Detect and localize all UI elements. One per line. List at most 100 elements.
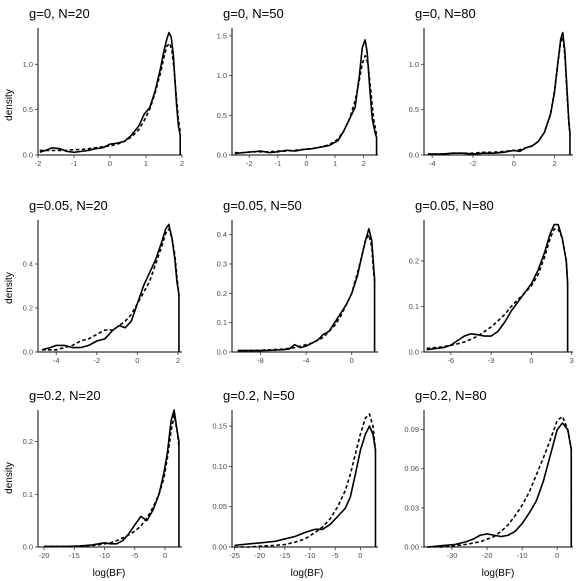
density-panel-4: g=0.05, N=20 0.0 0.2 0.4 -4 -2 0 2 bbox=[23, 198, 182, 365]
x-tick-label: 3 bbox=[570, 356, 574, 365]
panel-title: g=0.2, N=20 bbox=[29, 388, 101, 403]
x-tick-label: -1 bbox=[71, 159, 78, 168]
x-tick-label: 2 bbox=[180, 159, 184, 168]
panel-title: g=0, N=80 bbox=[415, 6, 476, 21]
solid-density-curve bbox=[39, 31, 181, 155]
y-tick-label: 0.05 bbox=[212, 502, 227, 511]
density-panel-6: g=0.05, N=80 0.0 0.1 0.2 -6 -3 0 3 bbox=[409, 198, 574, 365]
dashed-density-curve bbox=[42, 228, 180, 351]
x-tick-label: 0 bbox=[555, 551, 559, 560]
solid-density-curve bbox=[41, 223, 180, 352]
x-tick-label: 2 bbox=[362, 159, 366, 168]
x-tick-label: -10 bbox=[517, 551, 528, 560]
x-tick-label: -15 bbox=[69, 551, 80, 560]
y-tick-label: 0.3 bbox=[217, 260, 227, 269]
dashed-density-curve bbox=[234, 54, 378, 154]
density-panel-1: g=0, N=20 0.0 0.5 1.0 -2 -1 0 1 2 bbox=[23, 6, 185, 168]
y-tick-label: 0.0 bbox=[217, 151, 227, 160]
y-axis-label-row-2: density bbox=[4, 272, 15, 304]
x-tick-label: -1 bbox=[274, 159, 281, 168]
y-tick-label: 0.10 bbox=[212, 462, 227, 471]
x-tick-label: -4 bbox=[303, 356, 310, 365]
solid-density-curve bbox=[428, 31, 571, 155]
x-tick-label: 0 bbox=[529, 356, 533, 365]
density-panel-9: g=0.2, N=80 0.00 0.03 0.06 0.09 -30 -20 -10 0 bbox=[404, 388, 573, 560]
y-tick-label: 0.09 bbox=[404, 425, 419, 434]
y-tick-label: 0.1 bbox=[217, 318, 227, 327]
x-tick-label: -4 bbox=[53, 356, 60, 365]
y-tick-label: 1.0 bbox=[409, 60, 419, 69]
y-tick-label: 0.1 bbox=[409, 302, 419, 311]
x-tick-label: -6 bbox=[448, 356, 455, 365]
x-axis-label-col-3: log(BF) bbox=[482, 568, 515, 579]
x-tick-label: 0 bbox=[135, 356, 139, 365]
x-tick-label: -2 bbox=[246, 159, 253, 168]
x-tick-label: -20 bbox=[482, 551, 493, 560]
x-tick-label: 0 bbox=[108, 159, 112, 168]
y-axis-label-row-1: density bbox=[4, 89, 15, 121]
y-tick-label: 0.0 bbox=[217, 348, 227, 357]
x-tick-label: 0 bbox=[358, 551, 362, 560]
x-tick-label: 0 bbox=[350, 356, 354, 365]
y-tick-label: 0.2 bbox=[23, 304, 33, 313]
x-tick-label: -20 bbox=[39, 551, 50, 560]
solid-density-curve bbox=[426, 223, 569, 352]
x-tick-label: -10 bbox=[99, 551, 110, 560]
y-tick-label: 0.1 bbox=[23, 490, 33, 499]
dashed-density-curve bbox=[427, 415, 573, 548]
y-tick-label: 0.5 bbox=[217, 111, 227, 120]
density-panel-7: g=0.2, N=20 0.0 0.1 0.2 -20 -15 -10 -5 0 bbox=[23, 388, 182, 560]
x-tick-label: -30 bbox=[447, 551, 458, 560]
x-tick-label: -2 bbox=[93, 356, 100, 365]
y-tick-label: 0.4 bbox=[23, 260, 33, 269]
dashed-density-curve bbox=[428, 36, 571, 155]
density-panel-5: g=0.05, N=50 0.0 0.1 0.2 0.3 0.4 -8 -4 0 bbox=[217, 198, 378, 365]
x-tick-label: -4 bbox=[429, 159, 436, 168]
x-tick-label: 2 bbox=[176, 356, 180, 365]
panel-title: g=0.2, N=80 bbox=[415, 388, 487, 403]
y-tick-label: 1.5 bbox=[217, 31, 227, 40]
y-tick-label: 0.06 bbox=[404, 464, 419, 473]
x-tick-label: -2 bbox=[35, 159, 42, 168]
y-tick-label: 0.0 bbox=[409, 151, 419, 160]
solid-density-curve bbox=[44, 409, 180, 548]
y-tick-label: 0.4 bbox=[217, 230, 227, 239]
density-panel-2: g=0, N=50 0.0 0.5 1.0 1.5 -2 -1 0 1 2 bbox=[217, 6, 378, 168]
solid-density-curve bbox=[237, 228, 376, 352]
y-tick-label: 0.0 bbox=[23, 151, 33, 160]
dashed-density-curve bbox=[44, 414, 180, 548]
y-tick-label: 0.0 bbox=[23, 348, 33, 357]
panel-title: g=0, N=50 bbox=[223, 6, 284, 21]
y-tick-label: 0.5 bbox=[23, 105, 33, 114]
y-tick-label: 0.2 bbox=[217, 289, 227, 298]
dashed-density-curve bbox=[234, 413, 377, 548]
dashed-density-curve bbox=[39, 42, 181, 152]
x-tick-label: -8 bbox=[257, 356, 264, 365]
panel-title: g=0.05, N=20 bbox=[29, 198, 108, 213]
x-tick-label: -25 bbox=[229, 551, 240, 560]
x-tick-label: 1 bbox=[144, 159, 148, 168]
y-tick-label: 0.00 bbox=[404, 543, 419, 552]
y-tick-label: 0.0 bbox=[409, 348, 419, 357]
solid-density-curve bbox=[234, 425, 377, 547]
y-tick-label: 1.0 bbox=[23, 60, 33, 69]
x-tick-label: 0 bbox=[512, 159, 516, 168]
y-tick-label: 0.0 bbox=[23, 543, 33, 552]
x-tick-label: -2 bbox=[470, 159, 477, 168]
x-tick-label: -20 bbox=[254, 551, 265, 560]
panels-layer: g=0, N=200.00.51.0-2 -1 0 1 2g=0, N=500.00.5… bbox=[23, 6, 574, 560]
x-axis-label-col-1: log(BF) bbox=[93, 568, 126, 579]
y-tick-label: 0.2 bbox=[23, 437, 33, 446]
panel-title: g=0.05, N=50 bbox=[223, 198, 302, 213]
x-tick-label: 2 bbox=[553, 159, 557, 168]
y-tick-label: 1.0 bbox=[217, 71, 227, 80]
y-tick-label: 0.2 bbox=[409, 256, 419, 265]
x-tick-label: 1 bbox=[333, 159, 337, 168]
x-tick-label: -5 bbox=[131, 551, 138, 560]
y-tick-label: 0.5 bbox=[409, 105, 419, 114]
density-panel-3: g=0, N=80 0.0 0.5 1.0 -4 -2 0 2 bbox=[409, 6, 573, 168]
x-tick-label: -10 bbox=[305, 551, 316, 560]
panel-title: g=0.2, N=50 bbox=[223, 388, 295, 403]
y-tick-label: 0.03 bbox=[404, 503, 419, 512]
